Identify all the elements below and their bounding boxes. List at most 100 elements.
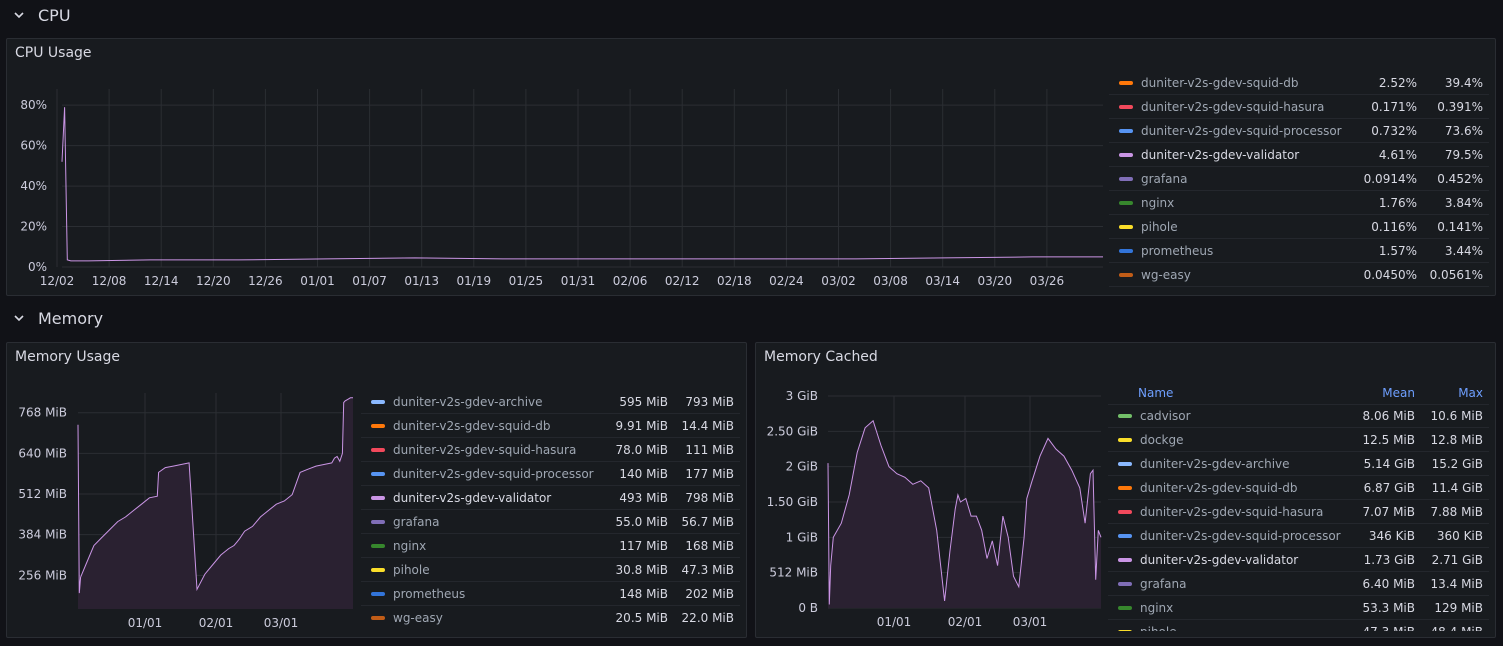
legend-mean-value: 12.5 MiB	[1362, 433, 1415, 447]
legend-max-value: 2.71 GiB	[1431, 553, 1483, 567]
legend-mean-value: 1.57%	[1378, 244, 1417, 258]
legend-series-name: pihole	[393, 563, 430, 577]
legend-row[interactable]: duniter-v2s-gdev-validator 493 MiB 798 MiB	[361, 487, 740, 510]
x-tick-label: 03/01	[1013, 615, 1048, 629]
legend-header-mean[interactable]: Mean	[1382, 385, 1415, 400]
legend-row[interactable]: grafana 0.0914% 0.452%	[1109, 168, 1489, 191]
series-color-swatch	[1119, 201, 1133, 205]
legend-row[interactable]: wg-easy 0.0450% 0.0561%	[1109, 264, 1489, 287]
x-tick-label: 01/01	[128, 616, 163, 630]
y-tick-label: 0 B	[798, 601, 818, 615]
legend-max-value: 202 MiB	[685, 587, 734, 601]
legend-row[interactable]: pihole 30.8 MiB 47.3 MiB	[361, 559, 740, 582]
legend-row[interactable]: duniter-v2s-gdev-squid-processor 0.732% 73…	[1109, 120, 1489, 143]
legend-mean-value: 6.87 GiB	[1363, 481, 1415, 495]
legend-row[interactable]: duniter-v2s-gdev-archive 595 MiB 793 MiB	[361, 391, 740, 414]
legend-series-name: pihole	[1141, 220, 1178, 234]
cpu-legend: duniter-v2s-gdev-squid-db 2.52% 39.4% dunit…	[1109, 73, 1489, 289]
legend-row[interactable]: duniter-v2s-gdev-squid-db 2.52% 39.4%	[1109, 73, 1489, 95]
legend-mean-value: 7.07 MiB	[1362, 505, 1415, 519]
series-area	[78, 397, 353, 609]
x-tick-label: 02/06	[613, 274, 648, 288]
legend-series-name: prometheus	[1141, 244, 1214, 258]
legend-row[interactable]: duniter-v2s-gdev-validator 4.61% 79.5%	[1109, 144, 1489, 167]
row-header-cpu[interactable]: CPU	[0, 0, 71, 30]
legend-row[interactable]: pihole47.3 MiB48.4 MiB	[1108, 621, 1489, 631]
legend-row[interactable]: nginx 117 MiB 168 MiB	[361, 535, 740, 558]
y-tick-label: 40%	[20, 179, 47, 193]
legend-row[interactable]: prometheus 1.57% 3.44%	[1109, 240, 1489, 263]
row-title-memory: Memory	[38, 308, 104, 328]
legend-mean-value: 493 MiB	[619, 491, 668, 505]
legend-row[interactable]: grafana 6.40 MiB 13.4 MiB	[1108, 573, 1489, 596]
legend-row[interactable]: grafana 55.0 MiB 56.7 MiB	[361, 511, 740, 534]
legend-row[interactable]: duniter-v2s-gdev-squid-processor 346 KiB 3…	[1108, 525, 1489, 548]
legend-row[interactable]: cadvisor 8.06 MiB 10.6 MiB	[1108, 405, 1489, 428]
series-color-swatch	[371, 472, 385, 476]
x-tick-label: 03/01	[264, 616, 299, 630]
panel-title: Memory Usage	[15, 349, 121, 365]
x-tick-label: 03/20	[978, 274, 1013, 288]
legend-mean-value: 0.0914%	[1363, 172, 1417, 186]
legend-max-value: 15.2 GiB	[1431, 457, 1483, 471]
legend-row[interactable]: duniter-v2s-gdev-squid-db 9.91 MiB 14.4 Mi…	[361, 415, 740, 438]
y-tick-label: 512 MiB	[18, 487, 67, 501]
panel-title: CPU Usage	[15, 45, 92, 61]
legend-row[interactable]: wg-easy 20.5 MiB 22.0 MiB	[361, 607, 740, 629]
legend-row[interactable]: duniter-v2s-gdev-squid-processor 140 MiB 1…	[361, 463, 740, 486]
series-color-swatch	[371, 400, 385, 404]
x-tick-label: 02/01	[199, 616, 234, 630]
x-tick-label: 12/14	[144, 274, 179, 288]
memory-cached-chart[interactable]: 0 B 512 MiB 1 GiB 1.50 GiB 2 GiB 2.50 GiB 3 Gi…	[756, 343, 1106, 638]
y-tick-label: 2 GiB	[786, 460, 818, 474]
legend-series-name: grafana	[393, 515, 440, 529]
legend-row[interactable]: pihole 0.116% 0.141%	[1109, 216, 1489, 239]
legend-row[interactable]: duniter-v2s-gdev-squid-hasura 7.07 MiB 7.8…	[1108, 501, 1489, 524]
series-color-swatch	[1118, 582, 1132, 586]
legend-series-name: duniter-v2s-gdev-squid-db	[1140, 481, 1298, 495]
legend-max-value: 13.4 MiB	[1430, 577, 1483, 591]
legend-mean-value: 0.171%	[1371, 100, 1417, 114]
legend-series-name: wg-easy	[393, 611, 443, 625]
legend-mean-value: 1.73 GiB	[1363, 553, 1415, 567]
panel-title: Memory Cached	[764, 349, 878, 365]
legend-header-name[interactable]: Name	[1138, 385, 1174, 400]
legend-row[interactable]: duniter-v2s-gdev-squid-db 6.87 GiB 11.4 Gi…	[1108, 477, 1489, 500]
legend-mean-value: 140 MiB	[619, 467, 668, 481]
legend-max-value: 129 MiB	[1434, 601, 1483, 615]
legend-mean-value: 117 MiB	[619, 539, 668, 553]
series-color-swatch	[1119, 273, 1133, 277]
legend-max-value: 79.5%	[1444, 148, 1483, 162]
legend-series-name: pihole	[1140, 625, 1345, 631]
memory-usage-chart[interactable]: 256 MiB 384 MiB 512 MiB 640 MiB 768 MiB 01/01…	[7, 343, 359, 638]
legend-row[interactable]: duniter-v2s-gdev-squid-hasura 0.171% 0.391…	[1109, 96, 1489, 119]
legend-max-value: 12.8 MiB	[1430, 433, 1483, 447]
legend-row[interactable]: duniter-v2s-gdev-squid-hasura 78.0 MiB 111…	[361, 439, 740, 462]
series-color-swatch	[1118, 606, 1132, 610]
row-header-memory[interactable]: Memory	[0, 303, 103, 333]
legend-mean-value: 9.91 MiB	[615, 419, 668, 433]
legend-series-name: duniter-v2s-gdev-archive	[393, 395, 543, 409]
y-tick-label: 1.50 GiB	[767, 495, 818, 509]
y-tick-label: 256 MiB	[18, 568, 67, 582]
series-line	[77, 397, 353, 594]
legend-series-name: duniter-v2s-gdev-squid-hasura	[1141, 100, 1325, 114]
legend-row[interactable]: dockge 12.5 MiB 12.8 MiB	[1108, 429, 1489, 452]
legend-row[interactable]: duniter-v2s-gdev-validator 1.73 GiB 2.71 G…	[1108, 549, 1489, 572]
legend-max-value: 10.6 MiB	[1430, 409, 1483, 423]
cpu-usage-chart[interactable]: 0% 20% 40% 60% 80% 12/02 12/08 12/14 12/20 12/26 0…	[7, 39, 1107, 296]
legend-mean-value: 20.5 MiB	[615, 611, 668, 625]
legend-row[interactable]: prometheus 148 MiB 202 MiB	[361, 583, 740, 606]
legend-max-value: 798 MiB	[685, 491, 734, 505]
series-color-swatch	[371, 520, 385, 524]
legend-row[interactable]: nginx 53.3 MiB 129 MiB	[1108, 597, 1489, 620]
legend-max-value: 3.44%	[1444, 244, 1483, 258]
legend-max-value: 168 MiB	[685, 539, 734, 553]
legend-max-value: 39.4%	[1444, 76, 1483, 90]
legend-row[interactable]: nginx 1.76% 3.84%	[1109, 192, 1489, 215]
legend-row[interactable]: duniter-v2s-gdev-archive 5.14 GiB 15.2 GiB	[1108, 453, 1489, 476]
legend-max-value: 0.391%	[1437, 100, 1483, 114]
series-color-swatch	[1118, 510, 1132, 514]
legend-header-max[interactable]: Max	[1458, 385, 1483, 400]
y-tick-label: 0%	[28, 260, 47, 274]
